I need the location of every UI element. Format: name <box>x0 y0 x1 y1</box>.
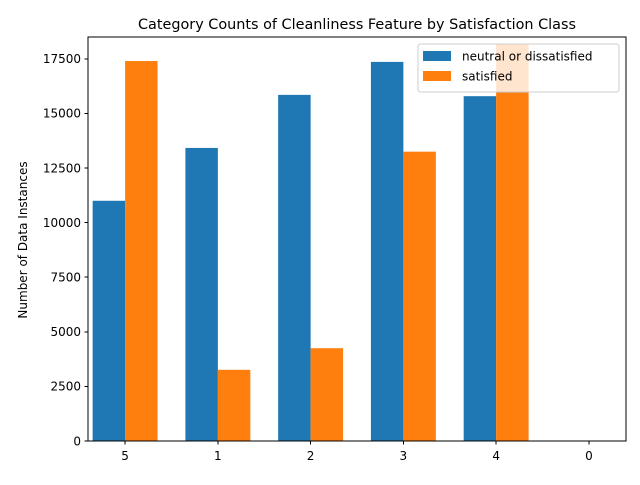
x-tick-label: 2 <box>307 449 315 463</box>
x-tick-label: 0 <box>585 449 593 463</box>
chart-title: Category Counts of Cleanliness Feature b… <box>138 17 576 33</box>
legend-swatch <box>423 51 451 61</box>
bar-satisfied-4 <box>496 43 529 442</box>
y-tick-label: 0 <box>73 434 81 448</box>
legend: neutral or dissatisfied satisfied <box>417 43 620 93</box>
bar-satisfied-1 <box>217 369 251 441</box>
y-tick-label: 5000 <box>50 325 81 339</box>
y-tick-label: 12500 <box>43 161 81 175</box>
bar-neutral-or-dissatisfied-4 <box>463 96 497 442</box>
y-axis-ticks: 0 2500 5000 7500 10000 12500 15000 17500 <box>43 52 88 448</box>
x-axis-ticks: 5 1 2 3 4 0 <box>121 441 593 463</box>
legend-swatch <box>423 71 451 81</box>
x-tick-label: 5 <box>121 449 129 463</box>
y-tick-label: 17500 <box>43 52 81 66</box>
bar-neutral-or-dissatisfied-1 <box>185 147 218 441</box>
bar-satisfied-5 <box>125 61 158 442</box>
y-axis-label: Number of Data Instances <box>16 161 30 318</box>
x-tick-label: 4 <box>492 449 500 463</box>
x-tick-label: 3 <box>400 449 408 463</box>
bar-neutral-or-dissatisfied-5 <box>92 200 126 441</box>
bar-neutral-or-dissatisfied-3 <box>370 61 404 442</box>
bar-neutral-or-dissatisfied-2 <box>278 94 311 442</box>
bar-satisfied-3 <box>403 151 436 441</box>
legend-frame <box>417 43 620 93</box>
y-tick-label: 15000 <box>43 107 81 121</box>
y-tick-label: 10000 <box>43 216 81 230</box>
legend-label: satisfied <box>462 69 512 83</box>
x-tick-label: 1 <box>214 449 222 463</box>
y-tick-label: 2500 <box>50 380 81 394</box>
axes-frame <box>87 36 627 442</box>
bar-satisfied-2 <box>310 348 344 441</box>
plot-frame <box>87 36 627 442</box>
legend-label: neutral or dissatisfied <box>462 49 592 63</box>
y-tick-label: 7500 <box>50 271 81 285</box>
bars-group <box>92 43 529 442</box>
